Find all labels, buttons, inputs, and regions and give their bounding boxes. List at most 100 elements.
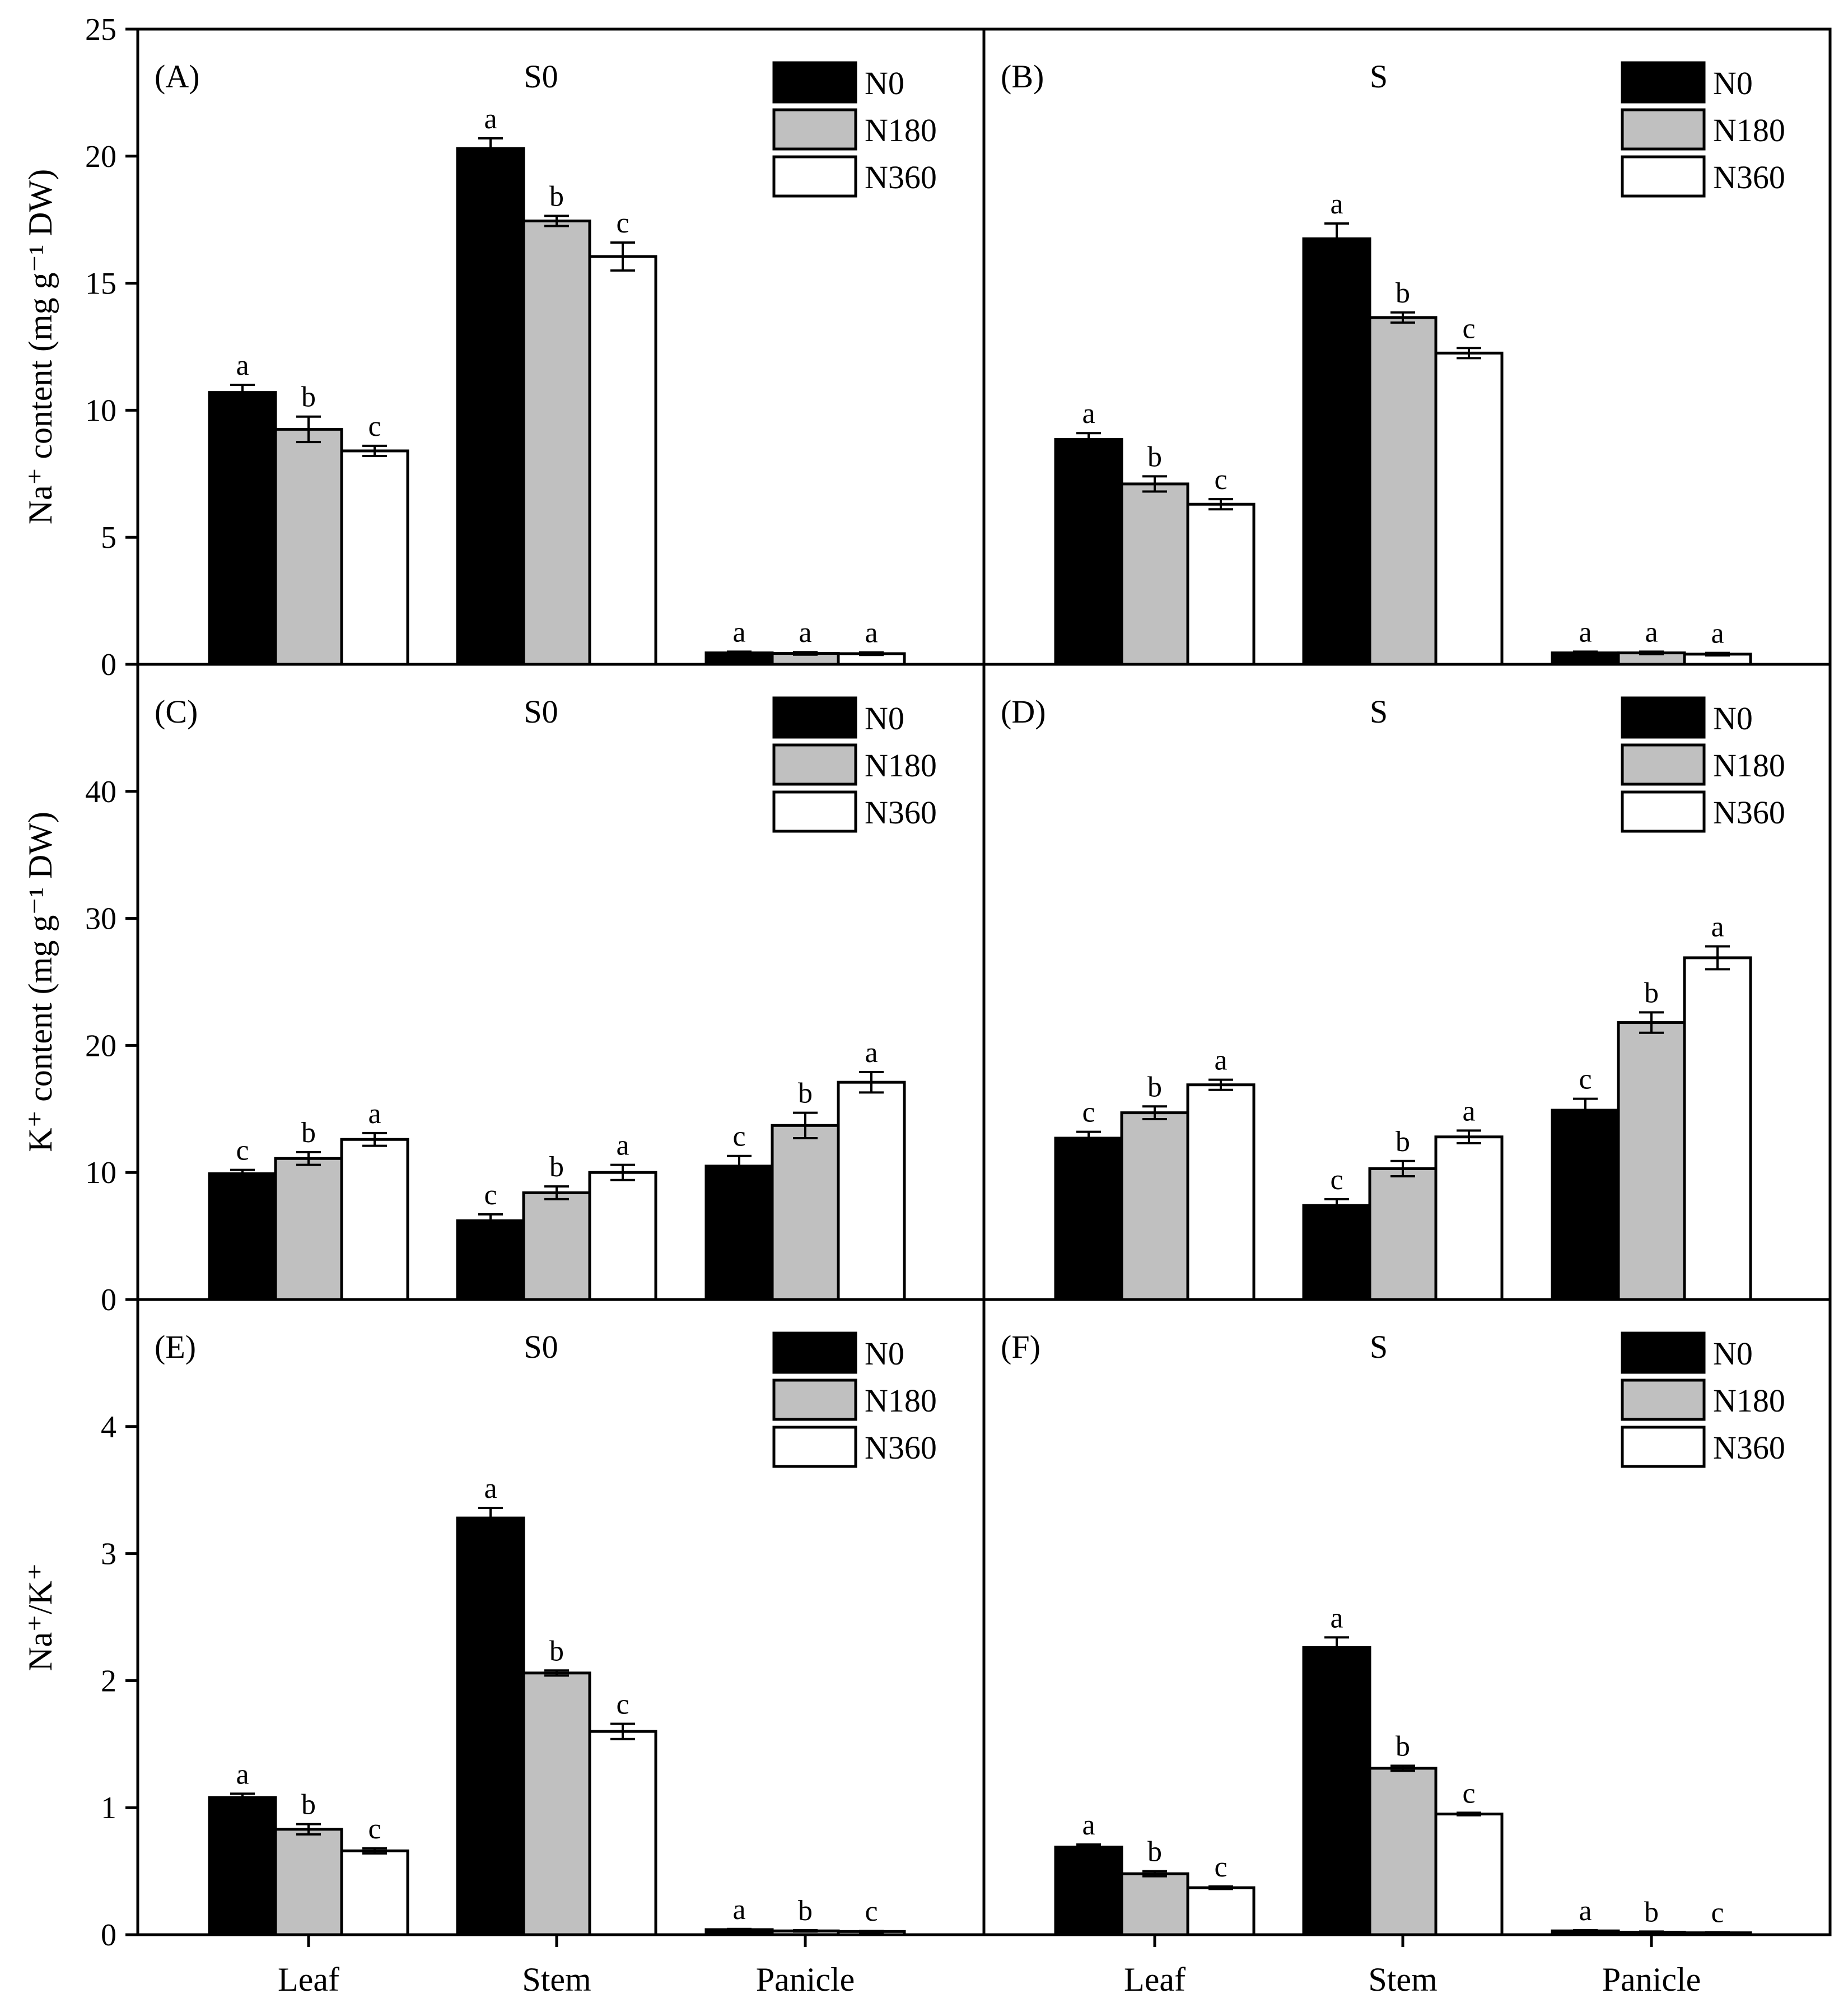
significance-letter: a bbox=[368, 1098, 381, 1130]
significance-letter: c bbox=[236, 1135, 249, 1167]
panel-e: a a a b b b c c c (E) S0 N0 N180 N360 bbox=[155, 1329, 937, 1936]
significance-letter: a bbox=[1462, 1095, 1475, 1127]
legend-swatch bbox=[772, 1426, 857, 1468]
significance-letter: c bbox=[1462, 313, 1475, 344]
legend-swatch bbox=[1621, 1378, 1706, 1421]
x-tick-label: Leaf bbox=[278, 1961, 339, 1998]
bar bbox=[1054, 1846, 1123, 1936]
significance-letter: c bbox=[1214, 464, 1227, 496]
significance-letter: a bbox=[1214, 1045, 1227, 1077]
significance-letter: a bbox=[799, 617, 811, 649]
significance-letter: b bbox=[1644, 1896, 1659, 1928]
bar bbox=[456, 147, 525, 666]
bar bbox=[1434, 351, 1504, 666]
bar bbox=[1434, 1135, 1504, 1301]
legend-swatch bbox=[1621, 743, 1706, 786]
y-tick-label: 0 bbox=[101, 1283, 116, 1317]
bar bbox=[588, 255, 657, 666]
x-tick-label: Panicle bbox=[756, 1961, 855, 1998]
significance-letter: c bbox=[484, 1179, 497, 1211]
bar bbox=[340, 1849, 409, 1936]
bar bbox=[1368, 1767, 1438, 1936]
significance-letter: b bbox=[798, 1078, 813, 1110]
plot-frame bbox=[136, 27, 1832, 1936]
significance-letter: a bbox=[1711, 911, 1724, 943]
panel-label: (E) bbox=[155, 1329, 196, 1365]
y-tick-label: 10 bbox=[85, 393, 116, 428]
significance-letter: c bbox=[1330, 1164, 1343, 1196]
significance-letter: a bbox=[865, 617, 878, 649]
bar bbox=[1368, 316, 1438, 666]
legend-label: N360 bbox=[1713, 159, 1785, 195]
significance-letter: c bbox=[616, 1689, 629, 1721]
significance-letter: a bbox=[1579, 1895, 1592, 1927]
bar bbox=[208, 391, 277, 666]
panel-label: (F) bbox=[1001, 1329, 1040, 1365]
y-tick-label: 20 bbox=[85, 139, 116, 174]
legend-label: N0 bbox=[865, 1335, 904, 1372]
bar bbox=[456, 1219, 525, 1301]
y-axis-row-3: 0 1 2 3 4 Na⁺/K⁺ bbox=[22, 1410, 138, 1953]
bar bbox=[522, 219, 591, 666]
bar bbox=[208, 1172, 277, 1301]
significance-letter: b bbox=[549, 1151, 564, 1183]
significance-letter: c bbox=[368, 1813, 381, 1845]
significance-letter: b bbox=[1396, 277, 1410, 309]
bar bbox=[1186, 1886, 1256, 1936]
y-tick-label: 1 bbox=[101, 1791, 116, 1825]
legend-label: N360 bbox=[1713, 1429, 1785, 1466]
panel-title: S bbox=[1370, 58, 1388, 95]
legend-label: N180 bbox=[1713, 112, 1785, 148]
significance-letter: a bbox=[1330, 188, 1343, 220]
bar bbox=[522, 1671, 591, 1936]
legend-swatch bbox=[772, 61, 857, 104]
bar bbox=[1120, 482, 1189, 666]
legend-label: N360 bbox=[865, 794, 937, 831]
panel-b: a a a b b a c c a (B) S N0 N180 N360 bbox=[1001, 58, 1785, 666]
significance-letter: a bbox=[1711, 618, 1724, 650]
bar bbox=[340, 449, 409, 666]
significance-letter: c bbox=[1462, 1777, 1475, 1809]
x-tick-label: Panicle bbox=[1602, 1961, 1701, 1998]
bar bbox=[274, 1828, 343, 1936]
y-axis-row-1: 0 5 10 15 20 25 Na⁺ content (mg g⁻¹ DW) bbox=[22, 12, 138, 682]
significance-letter: b bbox=[1644, 977, 1659, 1009]
bar bbox=[1302, 237, 1371, 666]
legend-swatch bbox=[772, 108, 857, 151]
legend-swatch bbox=[1621, 61, 1706, 104]
x-tick-label: Stem bbox=[522, 1961, 591, 1998]
legend-swatch bbox=[772, 696, 857, 739]
significance-letter: b bbox=[549, 180, 564, 212]
bar bbox=[1120, 1872, 1189, 1936]
legend-label: N180 bbox=[865, 1382, 937, 1419]
significance-letter: b bbox=[301, 381, 316, 413]
significance-letter: b bbox=[549, 1635, 564, 1667]
y-tick-label: 20 bbox=[85, 1028, 116, 1063]
significance-letter: c bbox=[732, 1121, 745, 1153]
panel-title: S bbox=[1370, 1329, 1388, 1365]
legend-swatch bbox=[772, 1331, 857, 1374]
legend-swatch bbox=[1621, 696, 1706, 739]
legend-label: N180 bbox=[1713, 1382, 1785, 1419]
bar bbox=[1186, 1083, 1256, 1301]
y-axis-row-2: 0 10 20 30 40 K⁺ content (mg g⁻¹ DW) bbox=[22, 775, 138, 1317]
significance-letter: c bbox=[1711, 1897, 1724, 1929]
bar bbox=[1683, 956, 1752, 1301]
panel-a: a a a b b a c c a (A) S0 N0 N180 N360 bbox=[155, 58, 937, 666]
bar bbox=[522, 1191, 591, 1301]
bar bbox=[1054, 438, 1123, 666]
legend-label: N0 bbox=[865, 65, 904, 101]
bar bbox=[1186, 502, 1256, 666]
significance-letter: a bbox=[484, 103, 497, 135]
y-axis-title: K⁺ content (mg g⁻¹ DW) bbox=[22, 812, 59, 1152]
legend-label: N0 bbox=[865, 700, 904, 737]
x-tick-label: Leaf bbox=[1124, 1961, 1186, 1998]
significance-letter: a bbox=[1082, 398, 1095, 430]
y-tick-label: 25 bbox=[85, 12, 116, 47]
legend-swatch bbox=[772, 743, 857, 786]
significance-letter: a bbox=[1579, 616, 1592, 648]
y-tick-label: 0 bbox=[101, 648, 116, 682]
significance-letter: b bbox=[1147, 1071, 1162, 1103]
legend-label: N0 bbox=[1713, 700, 1753, 737]
